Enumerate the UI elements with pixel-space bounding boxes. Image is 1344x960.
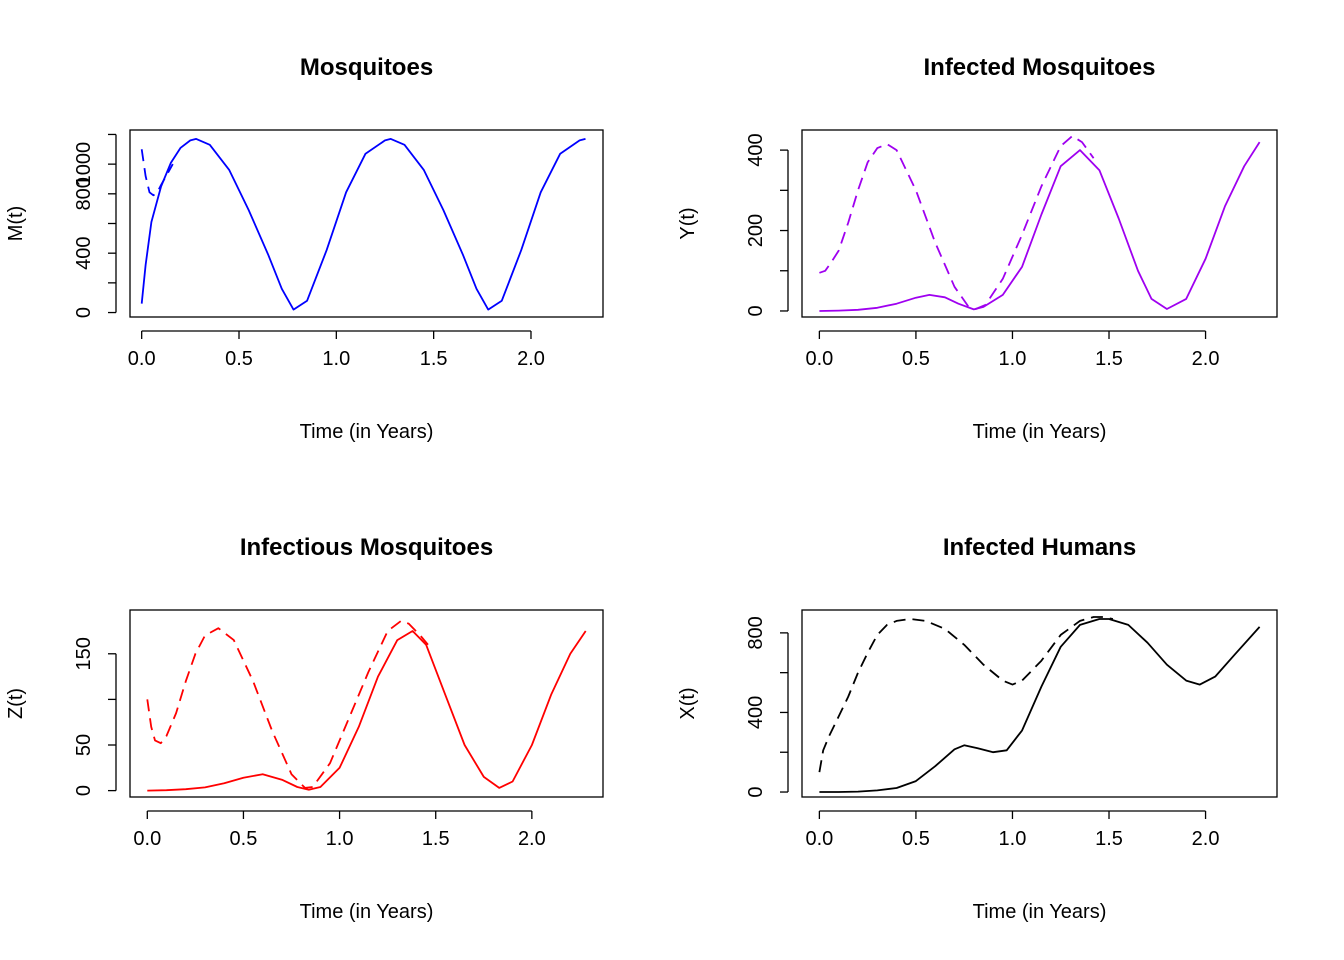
infected-mosquitoes-y-tick-label: 0 (745, 305, 767, 316)
infected-mosquitoes-y-tick-label: 400 (745, 133, 767, 166)
infectious-mosquitoes-panel: Infectious Mosquitoes 0.0 0.5 1.0 1.5 2.0 Time… (5, 534, 604, 923)
infectious-mosquitoes-title: Infectious Mosquitoes (240, 534, 493, 561)
infectious-mosquitoes-x-tick-label: 1.5 (422, 828, 450, 850)
infected-mosquitoes-x-tick-label: 0.5 (902, 348, 930, 370)
infected-humans-x-tick-label: 0.5 (902, 828, 930, 850)
infectious-mosquitoes-x-axis-label: Time (in Years) (300, 901, 434, 923)
infectious-mosquitoes-x-tick-label: 0.5 (230, 828, 258, 850)
mosquitoes-y-axis-label: M(t) (5, 206, 27, 242)
mosquitoes-solid-line (140, 137, 586, 311)
infected-mosquitoes-solid-line (819, 141, 1261, 312)
infectious-mosquitoes-y-tick-label: 50 (73, 734, 95, 756)
mosquitoes-y-tick-label: 800 (73, 177, 95, 210)
infected-humans-panel: Infected Humans 0.0 0.5 1.0 1.5 2.0 Time (in Y… (677, 534, 1278, 923)
mosquitoes-x-tick-label: 2.0 (517, 348, 545, 370)
infected-humans-x-tick-label: 1.5 (1095, 828, 1123, 850)
infected-mosquitoes-x-axis-label: Time (in Years) (973, 421, 1107, 443)
infected-humans-solid-line (819, 618, 1261, 793)
mosquitoes-plot-frame (129, 129, 604, 318)
infected-humans-title: Infected Humans (943, 534, 1136, 561)
infected-mosquitoes-plot-frame (801, 129, 1278, 318)
mosquitoes-x-tick-label: 0.0 (128, 348, 156, 370)
infectious-mosquitoes-dashed-line (146, 620, 429, 789)
infected-mosquitoes-dashed-line (819, 135, 1095, 310)
infected-mosquitoes-title: Infected Mosquitoes (923, 54, 1155, 81)
mosquitoes-y-tick-label: 0 (73, 307, 95, 318)
infectious-mosquitoes-x-tick-label: 0.0 (133, 828, 161, 850)
infected-humans-x-tick-label: 1.0 (999, 828, 1027, 850)
infectious-mosquitoes-x-tick-label: 2.0 (518, 828, 546, 850)
infected-humans-y-axis-label: X(t) (677, 687, 699, 719)
infected-mosquitoes-x-tick-label: 1.5 (1095, 348, 1123, 370)
infectious-mosquitoes-x-tick-label: 1.0 (326, 828, 354, 850)
infectious-mosquitoes-y-axis-label: Z(t) (5, 688, 27, 719)
infected-mosquitoes-x-tick-label: 2.0 (1192, 348, 1220, 370)
mosquitoes-x-tick-label: 1.5 (420, 348, 448, 370)
infected-mosquitoes-x-tick-label: 1.0 (999, 348, 1027, 370)
mosquitoes-x-tick-label: 0.5 (225, 348, 253, 370)
infected-humans-x-tick-label: 0.0 (805, 828, 833, 850)
mosquitoes-title: Mosquitoes (300, 54, 433, 81)
infected-mosquitoes-y-tick-label: 200 (745, 214, 767, 247)
infected-humans-x-tick-label: 2.0 (1192, 828, 1220, 850)
infected-mosquitoes-y-axis-label: Y(t) (677, 207, 699, 239)
mosquitoes-x-axis-label: Time (in Years) (300, 421, 434, 443)
mosquitoes-y-tick-label: 400 (73, 236, 95, 269)
infected-mosquitoes-panel: Infected Mosquitoes 0.0 0.5 1.0 1.5 2.0 Time (… (677, 54, 1278, 443)
infectious-mosquitoes-y-tick-label: 150 (73, 637, 95, 670)
infected-humans-x-axis-label: Time (in Years) (973, 901, 1107, 923)
infectious-mosquitoes-solid-line (147, 630, 587, 792)
mosquitoes-dashed-line (140, 149, 174, 197)
infected-humans-plot-frame (801, 609, 1278, 798)
infectious-mosquitoes-y-tick-label: 0 (73, 785, 95, 796)
infected-humans-y-tick-label: 400 (745, 696, 767, 729)
infected-humans-dashed-line (818, 616, 1114, 773)
infectious-mosquitoes-plot-frame (129, 609, 604, 798)
infected-mosquitoes-x-tick-label: 0.0 (805, 348, 833, 370)
mosquitoes-y-tick-label: 1000 (73, 142, 95, 187)
infected-humans-y-tick-label: 0 (745, 786, 767, 797)
mosquitoes-x-tick-label: 1.0 (322, 348, 350, 370)
mosquitoes-panel: Mosquitoes 0.0 0.5 1.0 1.5 2.0 Time (in Years)… (5, 54, 604, 443)
infected-humans-y-tick-label: 800 (745, 616, 767, 649)
